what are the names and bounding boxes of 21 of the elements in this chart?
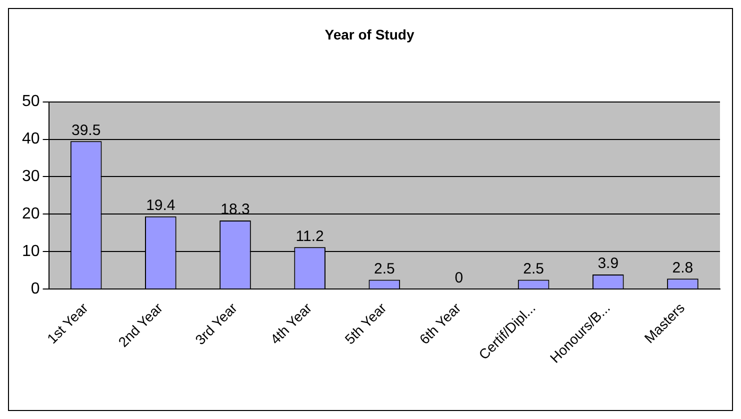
y-tick-label: 20 [22,206,40,223]
y-tick-label: 30 [22,168,40,186]
x-tick-label: 6th Year [416,299,464,348]
data-label: 2.5 [523,260,544,278]
data-label: 19.4 [146,197,176,214]
y-tick-label: 40 [22,130,40,148]
data-label: 3.9 [598,255,619,272]
x-tick-label: 3rd Year [192,299,240,348]
data-label: 2.5 [374,260,395,278]
chart-title: Year of Study [324,26,414,42]
y-tick-label: 10 [22,243,40,260]
x-tick-label: 2nd Year [115,299,166,350]
x-tick-label: 4th Year [267,299,315,348]
data-label: 11.2 [296,228,324,245]
data-label: 39.5 [71,122,101,139]
x-tick-label: 1st Year [44,299,92,347]
y-tick-label: 0 [30,280,40,298]
y-tick-label: 50 [22,93,40,110]
data-label: 2.8 [672,259,694,276]
x-tick-label: 5th Year [342,299,390,348]
data-label: 0 [454,270,464,287]
